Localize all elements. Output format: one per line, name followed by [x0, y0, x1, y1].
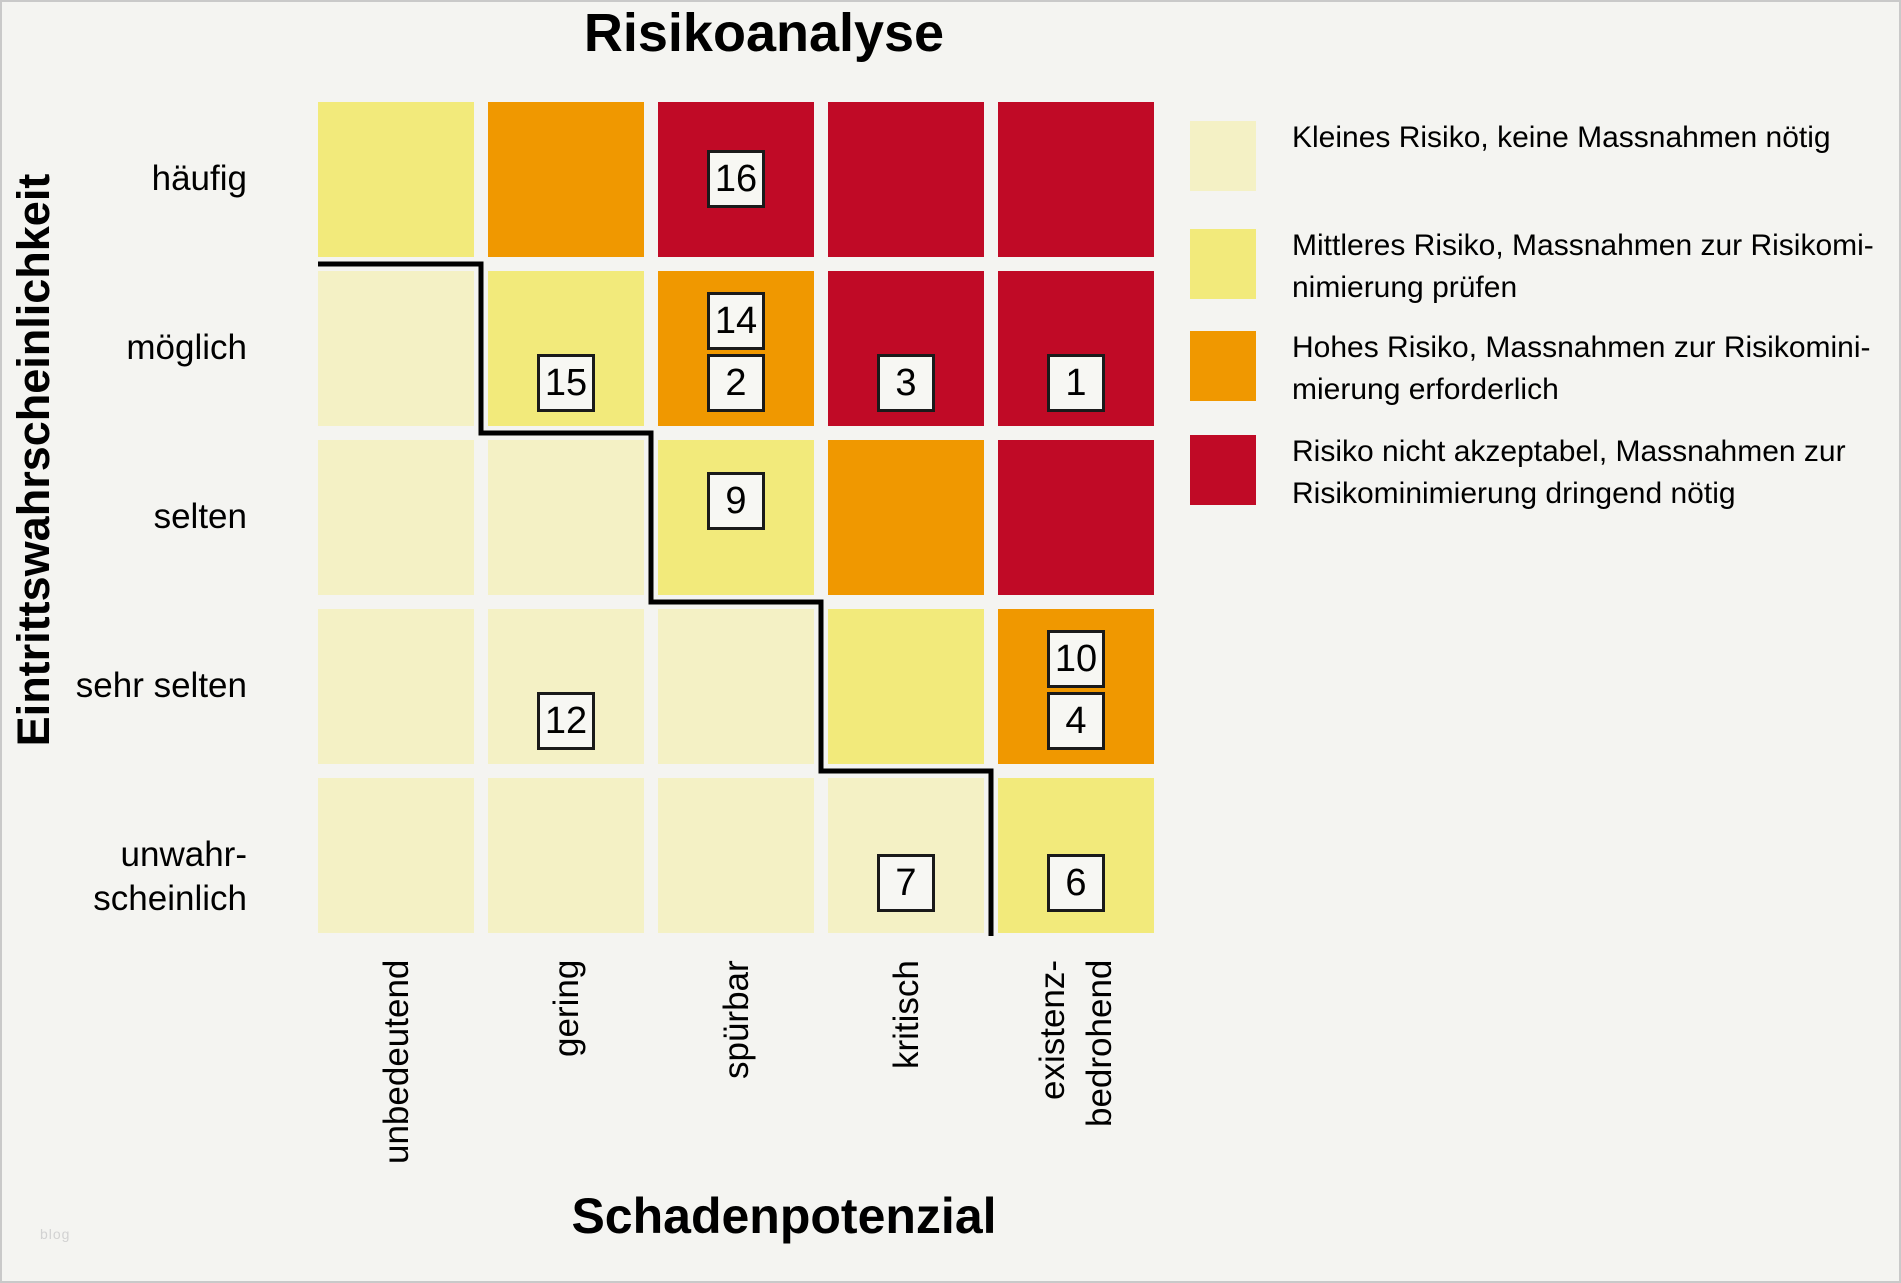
- matrix-cell-r1c5-level4: [998, 102, 1154, 257]
- risk-item-marker-16: 16: [707, 150, 765, 208]
- risk-matrix-grid: 16 15 14 2 3 1 9 12 10 4 7 6: [318, 102, 1154, 933]
- y-axis-category-label-2: möglich: [126, 328, 247, 367]
- matrix-cell-r3c1-level1: [318, 440, 474, 595]
- legend-label-level4: Risiko nicht akzeptabel, Massnahmen zur …: [1292, 435, 1846, 510]
- matrix-cell-r2c2-level2: 15: [488, 271, 644, 426]
- legend-label-level3: Hohes Risiko, Massnahmen zur Risikomini-…: [1292, 331, 1871, 406]
- risk-item-marker-6: 6: [1047, 854, 1105, 912]
- risk-item-marker-7: 7: [877, 854, 935, 912]
- matrix-cell-r2c5-level4: 1: [998, 271, 1154, 426]
- x-axis-category-label-4: kritisch: [886, 960, 926, 1069]
- matrix-cell-r2c3-level3: 14 2: [658, 271, 814, 426]
- legend-swatch-level1: [1190, 121, 1256, 191]
- y-axis-category-label-5: unwahr- scheinlich: [93, 835, 247, 918]
- risk-item-marker-1: 1: [1047, 354, 1105, 412]
- matrix-cell-r5c4-level1: 7: [828, 778, 984, 933]
- y-axis-category-label-1: häufig: [151, 159, 247, 198]
- matrix-cell-r4c2-level1: 12: [488, 609, 644, 764]
- risk-item-marker-9: 9: [707, 472, 765, 530]
- matrix-cell-r1c1-level2: [318, 102, 474, 257]
- matrix-cell-r1c2-level3: [488, 102, 644, 257]
- risk-item-marker-12: 12: [537, 692, 595, 750]
- matrix-cell-r5c3-level1: [658, 778, 814, 933]
- y-axis-category-label-3: selten: [153, 497, 247, 536]
- legend-label-level2: Mittleres Risiko, Massnahmen zur Risikom…: [1292, 229, 1874, 304]
- matrix-cell-r4c5-level3: 10 4: [998, 609, 1154, 764]
- risk-item-marker-10: 10: [1047, 630, 1105, 688]
- x-axis-category-label-1: unbedeutend: [376, 960, 416, 1165]
- legend-swatch-level2: [1190, 229, 1256, 299]
- legend-label-level1: Kleines Risiko, keine Massnahmen nötig: [1292, 121, 1831, 154]
- matrix-cell-r3c3-level2: 9: [658, 440, 814, 595]
- watermark: blog: [40, 1226, 71, 1242]
- matrix-cell-r5c1-level1: [318, 778, 474, 933]
- legend-swatch-level3: [1190, 331, 1256, 401]
- matrix-cell-r3c2-level1: [488, 440, 644, 595]
- risk-item-marker-14: 14: [707, 292, 765, 350]
- matrix-cell-r3c5-level4: [998, 440, 1154, 595]
- matrix-cell-r2c4-level4: 3: [828, 271, 984, 426]
- risk-item-marker-15: 15: [537, 354, 595, 412]
- risk-item-marker-3: 3: [877, 354, 935, 412]
- x-axis-category-label-3: spürbar: [716, 960, 756, 1079]
- legend-swatch-level4: [1190, 435, 1256, 505]
- x-axis-title: Schadenpotenzial: [571, 1188, 997, 1244]
- matrix-cell-r2c1-level1: [318, 271, 474, 426]
- matrix-cell-r4c1-level1: [318, 609, 474, 764]
- matrix-cell-r3c4-level3: [828, 440, 984, 595]
- matrix-cell-r5c5-level2: 6: [998, 778, 1154, 933]
- matrix-cell-r5c2-level1: [488, 778, 644, 933]
- matrix-cell-r4c4-level2: [828, 609, 984, 764]
- matrix-cell-r1c4-level4: [828, 102, 984, 257]
- x-axis-category-label-5: existenz- bedrohend: [1033, 960, 1119, 1128]
- y-axis-category-label-4: sehr selten: [75, 666, 247, 705]
- x-axis-category-label-2: gering: [546, 960, 586, 1058]
- risk-item-marker-2: 2: [707, 354, 765, 412]
- risk-item-marker-4: 4: [1047, 692, 1105, 750]
- chart-title: Risikoanalyse: [583, 3, 945, 63]
- matrix-cell-r4c3-level1: [658, 609, 814, 764]
- matrix-cell-r1c3-level4: 16: [658, 102, 814, 257]
